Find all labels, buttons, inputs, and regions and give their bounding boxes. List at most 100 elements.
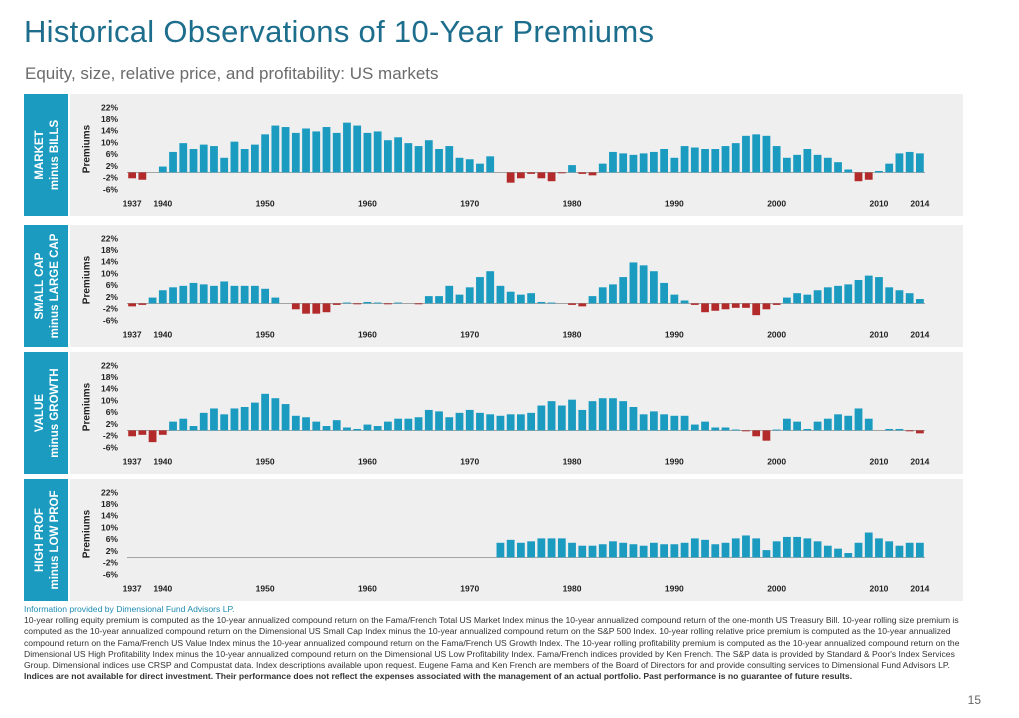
bar <box>404 418 413 431</box>
bar <box>742 430 750 432</box>
bar <box>578 545 587 558</box>
bar <box>455 157 464 173</box>
bar <box>731 538 740 558</box>
y-tick-label: 22% <box>101 102 118 112</box>
bar <box>844 553 853 558</box>
bar <box>506 414 515 431</box>
bar <box>854 408 863 431</box>
x-tick-label: 1980 <box>563 456 582 466</box>
bar <box>772 303 781 305</box>
bar <box>629 544 638 558</box>
bar <box>537 405 546 431</box>
bar <box>895 290 904 304</box>
bar <box>506 291 515 304</box>
bar <box>598 287 607 304</box>
bar <box>363 424 372 431</box>
bar <box>864 172 873 180</box>
bar <box>598 163 607 173</box>
x-tick-label: 1970 <box>460 198 479 208</box>
bar <box>680 415 689 431</box>
bar <box>905 542 914 558</box>
bar <box>742 135 750 173</box>
bar <box>690 303 699 305</box>
y-tick-label: 14% <box>101 257 118 267</box>
bar <box>128 172 137 179</box>
x-tick-label: 1960 <box>358 456 377 466</box>
y-tick-label: 18% <box>101 114 118 124</box>
bar <box>649 411 658 431</box>
bar <box>312 303 321 314</box>
bar <box>199 284 208 304</box>
bar <box>404 143 413 173</box>
bar <box>476 412 484 431</box>
bar <box>823 287 832 304</box>
bar <box>230 141 239 173</box>
bar <box>752 538 761 558</box>
x-tick-label: 1990 <box>665 198 684 208</box>
bar <box>291 303 300 310</box>
bar <box>701 539 709 558</box>
bar <box>414 417 423 431</box>
bar <box>383 303 392 305</box>
bar <box>823 545 832 558</box>
bar <box>915 430 924 434</box>
x-tick-label: 2014 <box>910 329 929 339</box>
x-tick-label: 1940 <box>153 583 172 593</box>
y-tick-label: -6% <box>103 569 119 579</box>
bar <box>158 430 167 435</box>
bar <box>332 420 341 431</box>
bar <box>424 296 433 304</box>
bar <box>343 302 351 304</box>
bar <box>690 538 699 558</box>
bar <box>353 303 362 305</box>
bar <box>322 426 331 431</box>
bar <box>486 156 495 173</box>
bar <box>711 427 720 431</box>
bar <box>639 545 648 558</box>
bar <box>363 132 372 173</box>
bar <box>179 285 188 304</box>
bar <box>762 550 771 558</box>
bar <box>353 428 362 431</box>
bar <box>619 277 628 304</box>
bar <box>731 429 740 431</box>
bar <box>220 157 229 173</box>
bar <box>875 538 883 558</box>
bar <box>670 157 679 173</box>
panel: MARKET minus BILLS Premiums 22% 18% 14%10% 6% 2… <box>24 94 963 216</box>
y-tick-label: 10% <box>101 268 118 278</box>
bar <box>261 288 270 304</box>
bar <box>772 541 781 558</box>
bar <box>220 281 229 304</box>
bar <box>373 131 382 173</box>
bar <box>609 151 617 173</box>
bar <box>915 153 924 173</box>
bar <box>332 132 341 173</box>
panel-label: SMALL CAP <box>34 252 46 319</box>
bar <box>609 398 617 431</box>
x-tick-label: 2000 <box>767 198 786 208</box>
x-tick-label: 2010 <box>870 583 889 593</box>
bar <box>752 303 761 316</box>
bar <box>568 165 576 173</box>
bar <box>568 399 576 431</box>
page-number: 15 <box>967 693 981 707</box>
bar <box>895 428 904 431</box>
bar <box>854 542 863 558</box>
bar <box>660 149 669 173</box>
bar <box>762 135 771 173</box>
bar <box>885 428 894 431</box>
x-tick-label: 2010 <box>870 198 889 208</box>
bar <box>527 412 536 431</box>
bar <box>373 426 382 431</box>
bar <box>609 284 617 304</box>
bar <box>639 265 648 304</box>
bar <box>210 408 218 431</box>
bar <box>383 421 392 431</box>
y-tick-label: 2% <box>106 546 119 556</box>
bar <box>465 159 474 173</box>
bar <box>496 542 505 558</box>
y-tick-label: 6% <box>106 407 119 417</box>
bar <box>731 143 740 173</box>
bar <box>823 418 832 431</box>
